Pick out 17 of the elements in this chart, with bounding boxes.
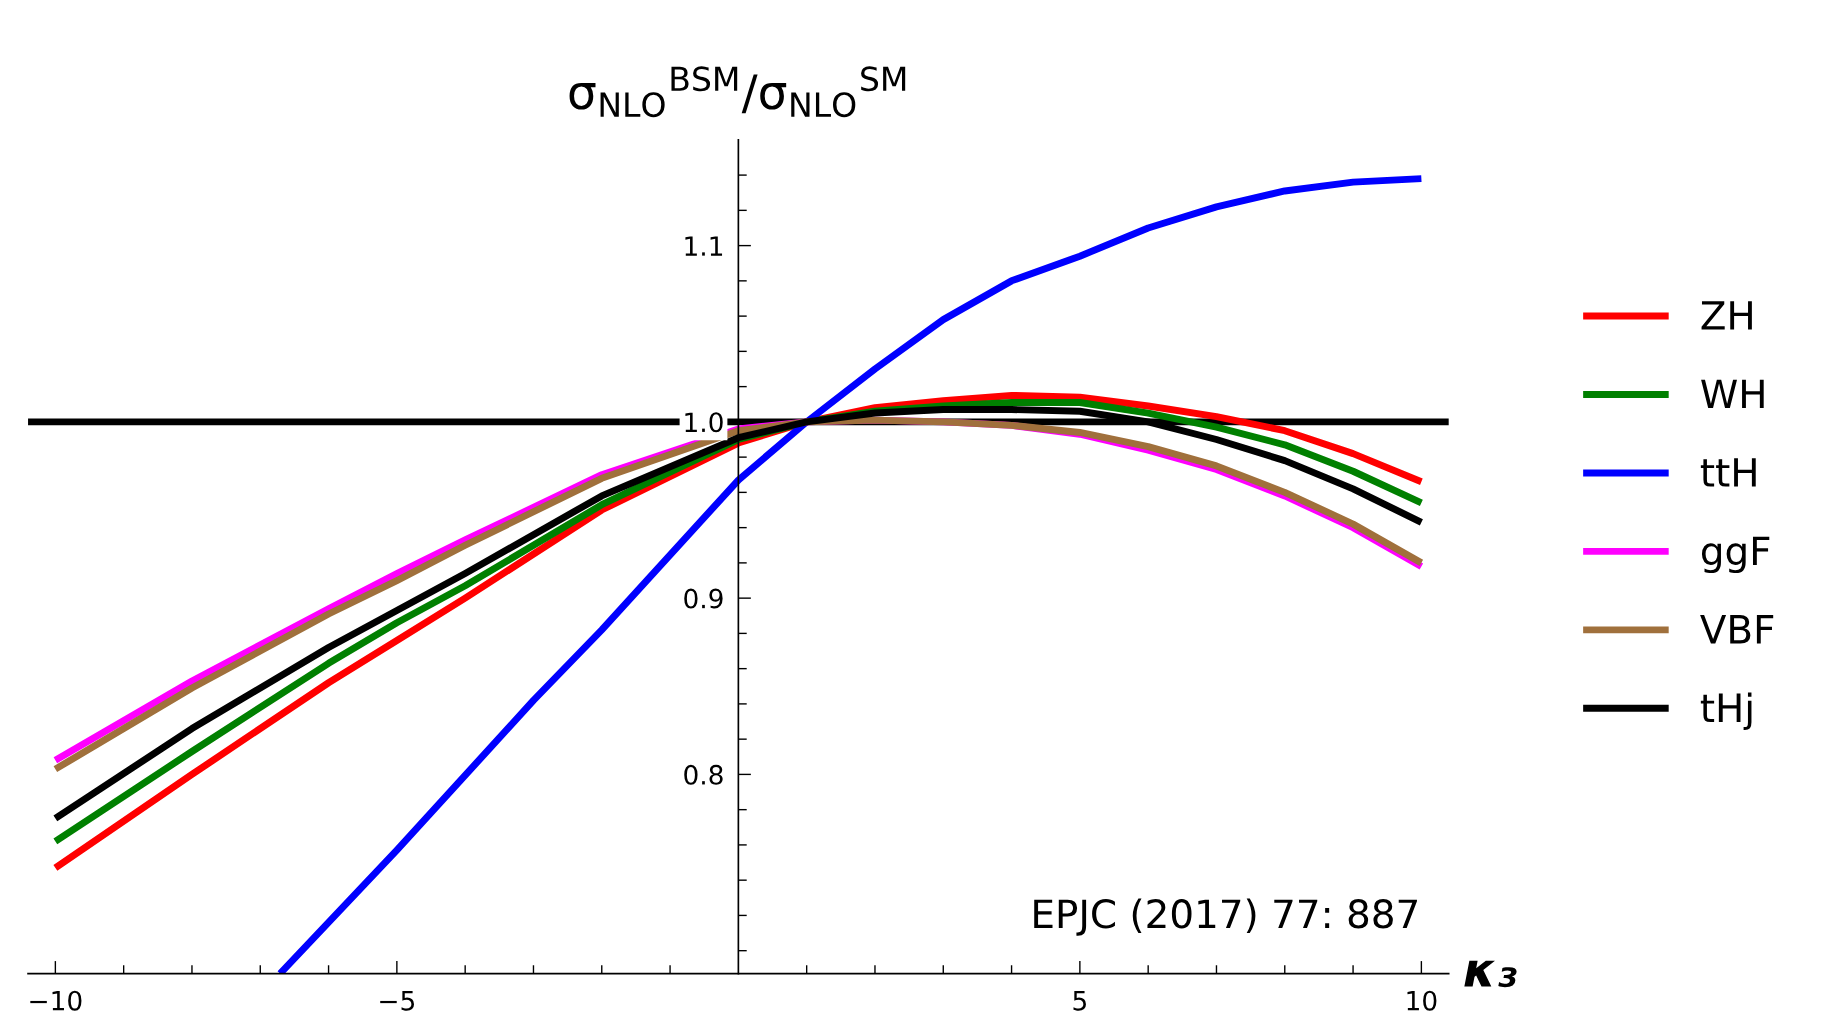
legend-label: tHj <box>1700 692 1752 731</box>
x-tick-label: 10 <box>1407 990 1437 1011</box>
y-tick-label: 1.1 <box>685 236 723 256</box>
y-tick-label: 1.0 <box>685 412 723 433</box>
x-tick-label: −10 <box>30 990 82 1011</box>
legend-label: ttH <box>1700 458 1756 487</box>
y-tick-label: 0.8 <box>684 764 723 785</box>
x-tick-label: −5 <box>380 991 415 1011</box>
legend-label: WH <box>1701 379 1764 409</box>
y-tick-label: 0.9 <box>684 588 723 609</box>
legend-label: ZH <box>1701 301 1752 330</box>
chart-title: σ$_{NLO}$$^{BSM}$/σ$_{NLO}$$^{SM}$ <box>569 66 906 118</box>
legend-label: VBF <box>1700 615 1774 644</box>
legend-label: ggF <box>1701 536 1770 574</box>
x-tick-label: 5 <box>1073 991 1086 1011</box>
x-axis-title: κ₃ <box>1464 960 1517 988</box>
annotation: EPJC (2017) 77: 887 <box>1034 898 1417 936</box>
